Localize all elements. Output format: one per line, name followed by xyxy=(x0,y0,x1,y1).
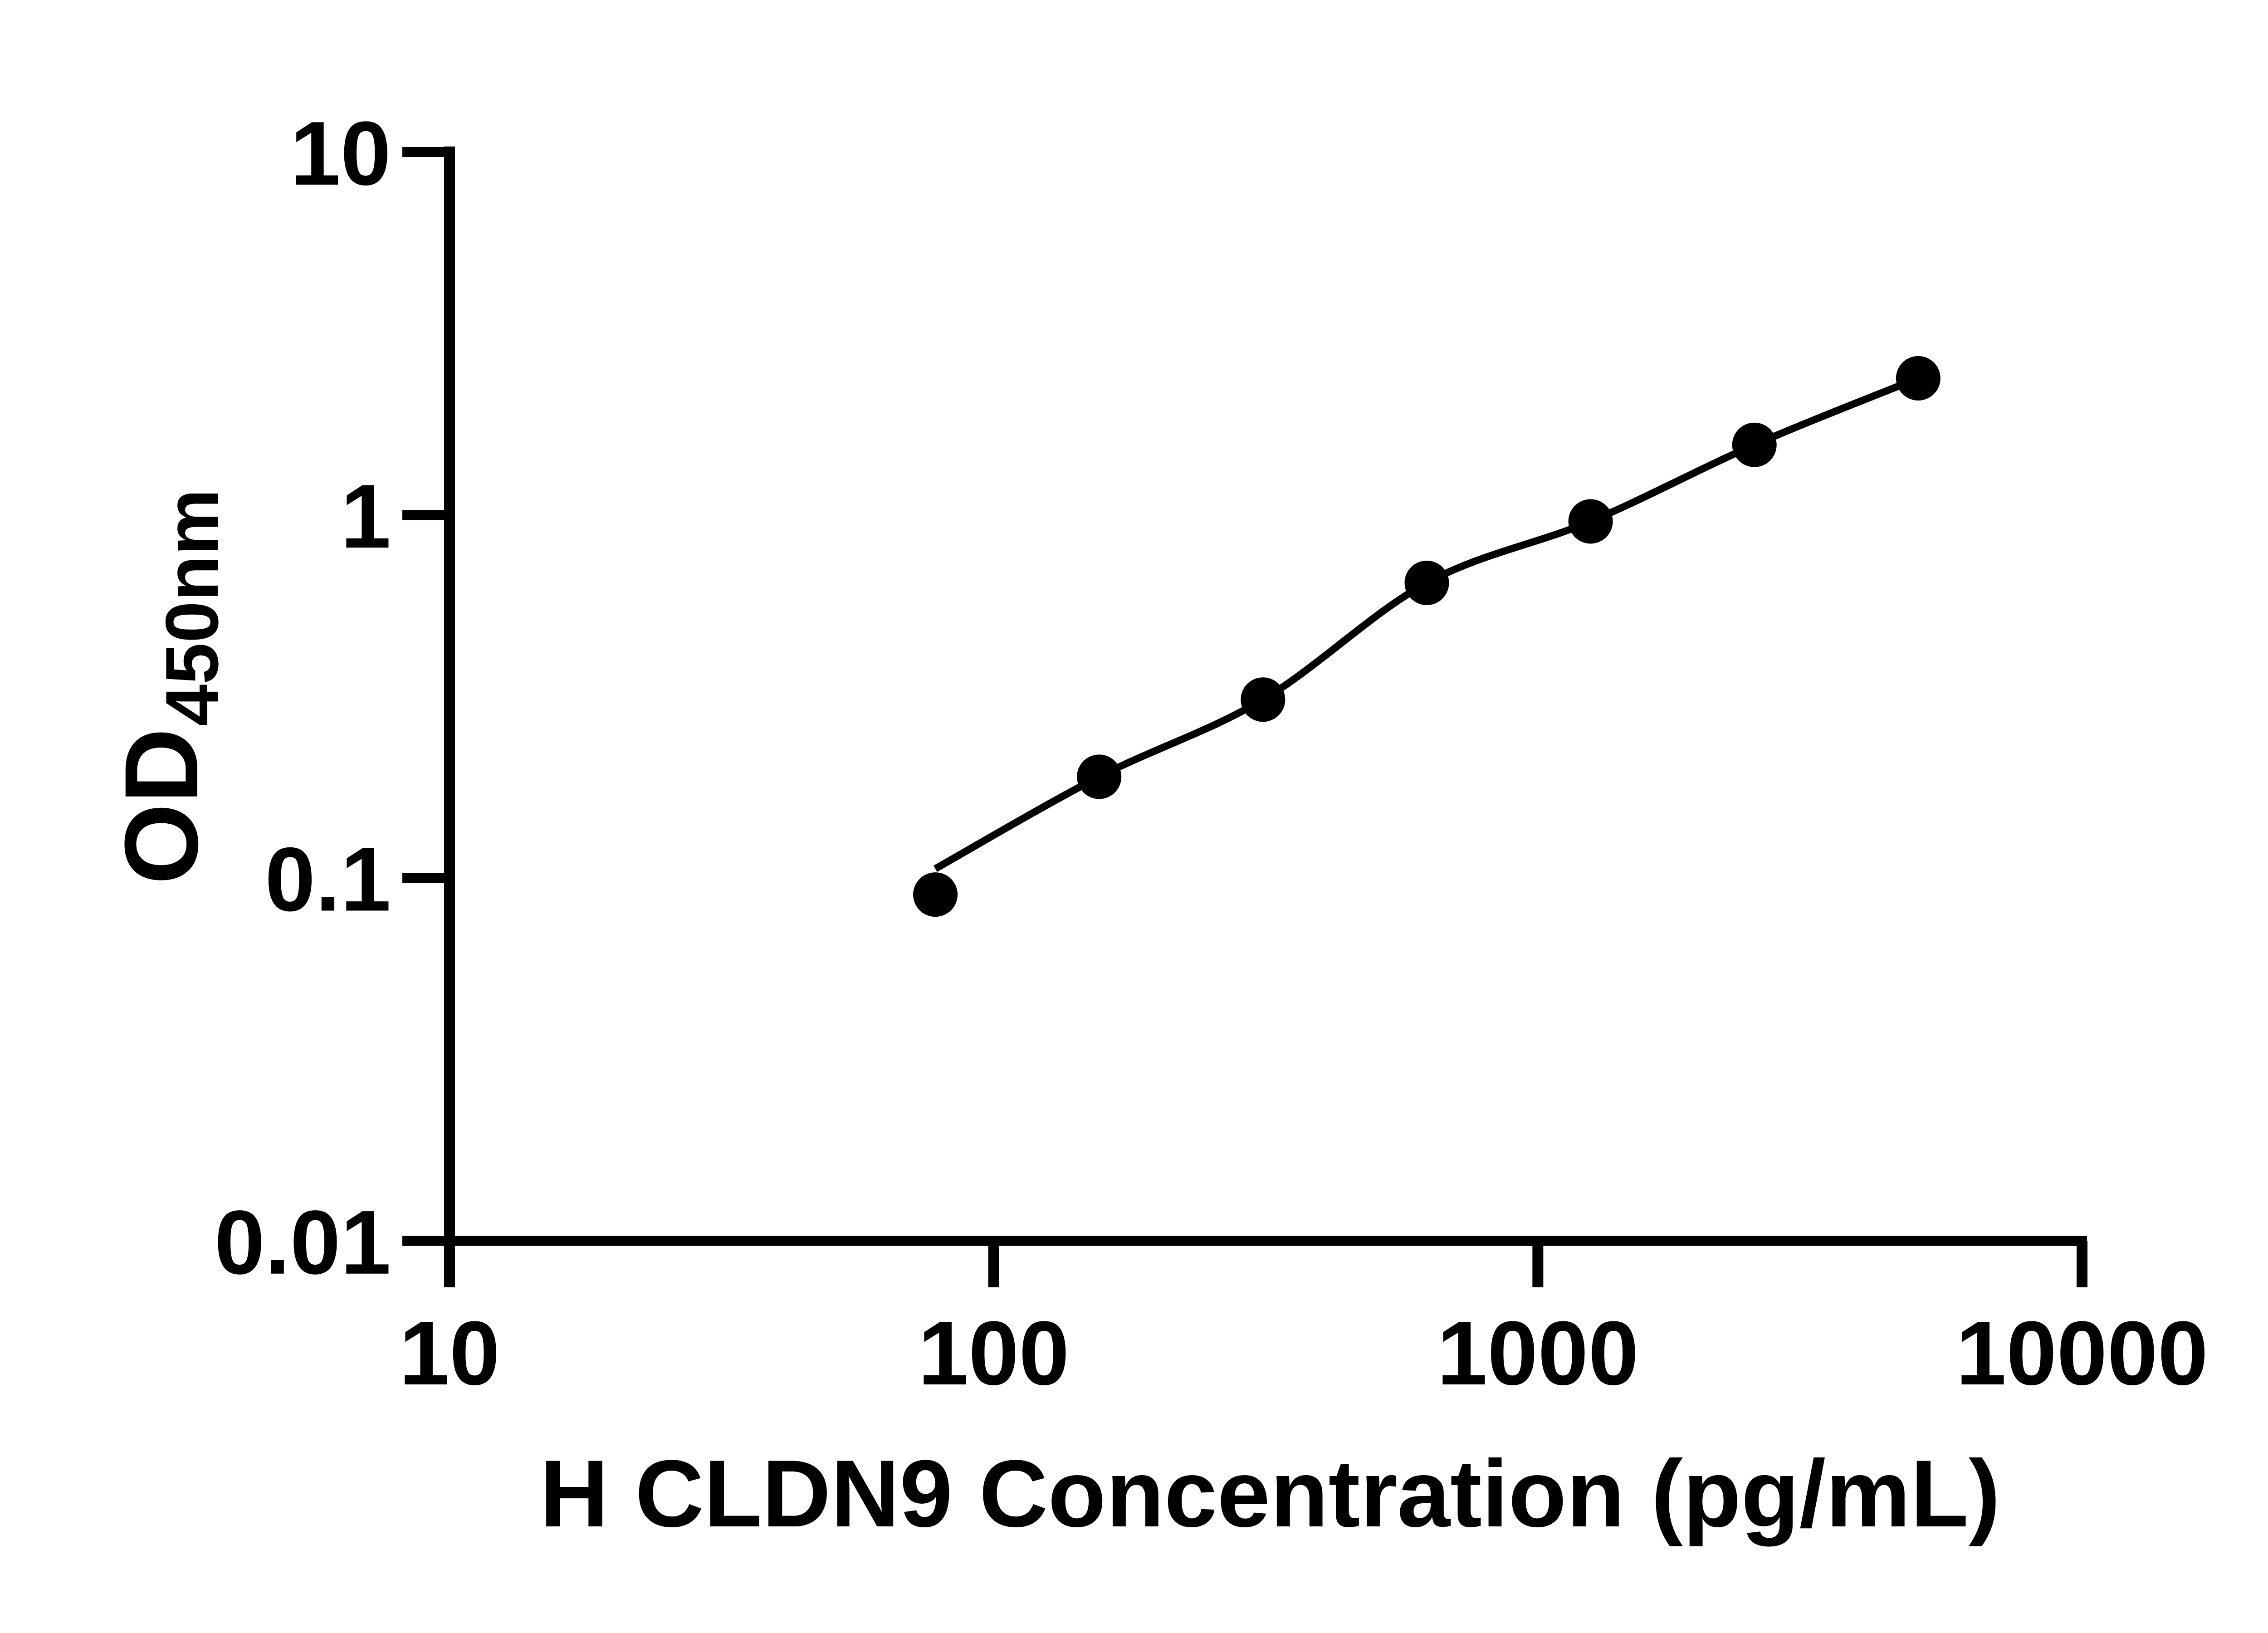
y-tick-label-10: 10 xyxy=(290,103,391,204)
x-tick-label-10: 10 xyxy=(399,1303,500,1404)
y-axis-title-subscript: 450nm xyxy=(150,489,234,726)
data-point-312.5pg xyxy=(1241,677,1286,722)
x-axis-ticks xyxy=(444,1241,2088,1287)
x-axis-title: H CLDN9 Concentration (pg/mL) xyxy=(540,1440,2000,1547)
y-tick-label-1: 1 xyxy=(341,466,391,567)
data-point-5000pg xyxy=(1896,356,1941,401)
y-tick-label-0.1: 0.1 xyxy=(265,829,391,930)
data-point-1250pg xyxy=(1568,499,1613,544)
y-axis-ticks xyxy=(402,147,447,1246)
y-tick-label-0.01: 0.01 xyxy=(215,1192,391,1293)
y-axis-title: OD 450nm xyxy=(103,489,234,885)
x-axis-tick-labels: 10 100 1000 10000 xyxy=(399,1303,2208,1404)
x-tick-label-10000: 10000 xyxy=(1956,1303,2208,1404)
x-tick-label-100: 100 xyxy=(918,1303,1070,1404)
y-axis-tick-labels: 10 1 0.1 0.01 xyxy=(215,103,391,1293)
data-point-2500pg xyxy=(1732,422,1777,467)
y-axis-title-main: OD xyxy=(103,728,220,885)
data-point-78.125pg xyxy=(913,872,958,917)
x-tick-label-1000: 1000 xyxy=(1437,1303,1639,1404)
data-point-156.25pg xyxy=(1077,754,1122,799)
data-point-625pg xyxy=(1404,560,1449,605)
axes xyxy=(444,147,2087,1247)
data-points xyxy=(913,356,1941,917)
